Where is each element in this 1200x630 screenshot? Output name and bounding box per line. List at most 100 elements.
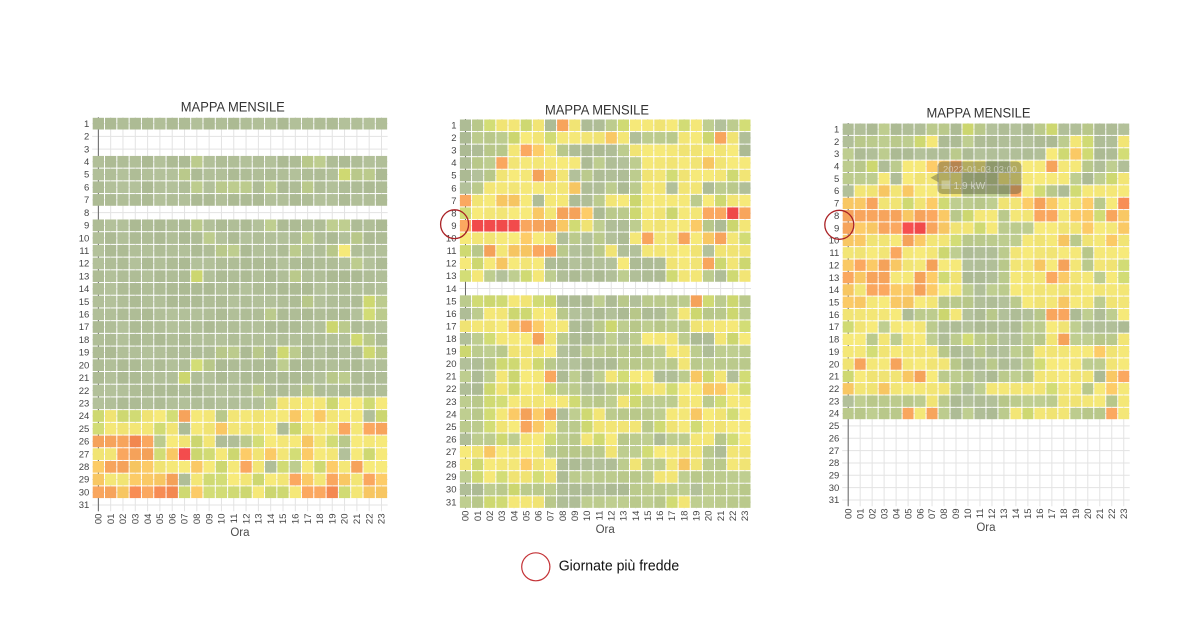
svg-text:18: 18 <box>829 335 840 346</box>
svg-text:13: 13 <box>79 271 90 282</box>
svg-text:16: 16 <box>79 310 90 321</box>
svg-text:03: 03 <box>130 514 141 525</box>
svg-text:9: 9 <box>451 221 456 232</box>
svg-text:31: 31 <box>79 500 90 511</box>
svg-text:26: 26 <box>79 437 90 448</box>
svg-text:18: 18 <box>79 335 90 346</box>
svg-text:06: 06 <box>915 508 926 519</box>
svg-text:4: 4 <box>84 157 89 168</box>
svg-text:21: 21 <box>829 372 840 383</box>
svg-text:20: 20 <box>704 511 715 522</box>
svg-text:21: 21 <box>352 514 363 525</box>
svg-text:2022-01-03 03:00: 2022-01-03 03:00 <box>943 163 1017 174</box>
svg-text:11: 11 <box>229 514 240 524</box>
svg-text:9: 9 <box>834 223 839 234</box>
svg-text:20: 20 <box>340 514 351 525</box>
svg-text:13: 13 <box>619 511 630 522</box>
svg-text:25: 25 <box>829 421 840 432</box>
svg-text:29: 29 <box>79 475 90 486</box>
svg-text:1: 1 <box>451 120 456 131</box>
svg-text:24: 24 <box>829 409 840 420</box>
svg-text:15: 15 <box>79 297 90 308</box>
svg-text:00: 00 <box>461 511 472 522</box>
svg-text:9: 9 <box>84 221 89 232</box>
svg-text:5: 5 <box>451 171 456 182</box>
svg-text:10: 10 <box>217 514 228 525</box>
svg-text:1: 1 <box>84 119 89 130</box>
svg-text:23: 23 <box>829 396 840 407</box>
svg-text:27: 27 <box>446 447 457 458</box>
svg-text:02: 02 <box>485 511 496 522</box>
svg-text:10: 10 <box>446 234 457 245</box>
svg-text:16: 16 <box>446 309 457 320</box>
svg-text:27: 27 <box>829 446 840 457</box>
svg-text:8: 8 <box>451 208 456 219</box>
svg-text:24: 24 <box>446 409 457 420</box>
svg-text:7: 7 <box>451 196 456 207</box>
svg-text:03: 03 <box>497 511 508 522</box>
svg-text:15: 15 <box>446 296 457 307</box>
svg-text:12: 12 <box>446 259 457 270</box>
svg-text:31: 31 <box>829 495 840 506</box>
svg-text:2: 2 <box>834 137 839 148</box>
svg-text:12: 12 <box>829 260 840 271</box>
svg-text:14: 14 <box>446 284 457 295</box>
svg-text:17: 17 <box>667 511 678 522</box>
svg-text:15: 15 <box>278 514 289 525</box>
svg-text:13: 13 <box>829 273 840 284</box>
svg-text:Ora: Ora <box>976 522 996 534</box>
svg-text:16: 16 <box>291 514 302 525</box>
svg-text:14: 14 <box>79 284 90 295</box>
svg-text:7: 7 <box>834 199 839 210</box>
svg-text:29: 29 <box>446 472 457 483</box>
svg-text:28: 28 <box>446 460 457 471</box>
svg-text:8: 8 <box>834 211 839 222</box>
svg-text:7: 7 <box>84 195 89 206</box>
svg-text:14: 14 <box>631 511 642 522</box>
svg-text:01: 01 <box>473 511 484 522</box>
svg-text:3: 3 <box>834 149 839 160</box>
svg-text:30: 30 <box>79 487 90 498</box>
svg-text:16: 16 <box>829 310 840 321</box>
svg-text:08: 08 <box>192 514 203 525</box>
svg-text:08: 08 <box>939 508 950 519</box>
svg-text:01: 01 <box>855 508 866 519</box>
svg-text:6: 6 <box>834 186 839 197</box>
svg-text:3: 3 <box>84 144 89 155</box>
svg-text:17: 17 <box>303 514 314 525</box>
svg-text:8: 8 <box>84 208 89 219</box>
svg-text:07: 07 <box>546 511 557 522</box>
svg-text:12: 12 <box>987 508 998 519</box>
svg-text:Ora: Ora <box>596 524 616 536</box>
svg-text:25: 25 <box>79 424 90 435</box>
svg-text:30: 30 <box>446 485 457 496</box>
svg-text:06: 06 <box>534 511 545 522</box>
svg-text:11: 11 <box>79 246 89 257</box>
svg-text:1: 1 <box>834 124 839 135</box>
svg-text:22: 22 <box>446 384 457 395</box>
svg-text:10: 10 <box>829 236 840 247</box>
svg-text:31: 31 <box>446 497 457 508</box>
svg-text:01: 01 <box>106 514 117 525</box>
svg-text:21: 21 <box>1095 508 1106 519</box>
svg-text:10: 10 <box>79 233 90 244</box>
svg-text:11: 11 <box>447 246 457 257</box>
svg-text:2: 2 <box>451 133 456 144</box>
svg-text:13: 13 <box>999 508 1010 519</box>
svg-text:18: 18 <box>446 334 457 345</box>
svg-text:14: 14 <box>266 514 277 525</box>
svg-text:6: 6 <box>84 182 89 193</box>
svg-text:12: 12 <box>606 511 617 522</box>
svg-text:23: 23 <box>1119 508 1130 519</box>
svg-text:30: 30 <box>829 483 840 494</box>
svg-text:MAPPA MENSILE: MAPPA MENSILE <box>927 106 1031 122</box>
svg-text:17: 17 <box>1047 508 1058 519</box>
svg-text:15: 15 <box>1023 508 1034 519</box>
svg-text:18: 18 <box>1059 508 1070 519</box>
svg-text:25: 25 <box>446 422 457 433</box>
svg-text:1.9 kW: 1.9 kW <box>954 181 986 192</box>
svg-text:02: 02 <box>118 514 129 525</box>
svg-text:5: 5 <box>84 170 89 181</box>
svg-text:MAPPA MENSILE: MAPPA MENSILE <box>181 100 285 116</box>
svg-text:00: 00 <box>843 508 854 519</box>
